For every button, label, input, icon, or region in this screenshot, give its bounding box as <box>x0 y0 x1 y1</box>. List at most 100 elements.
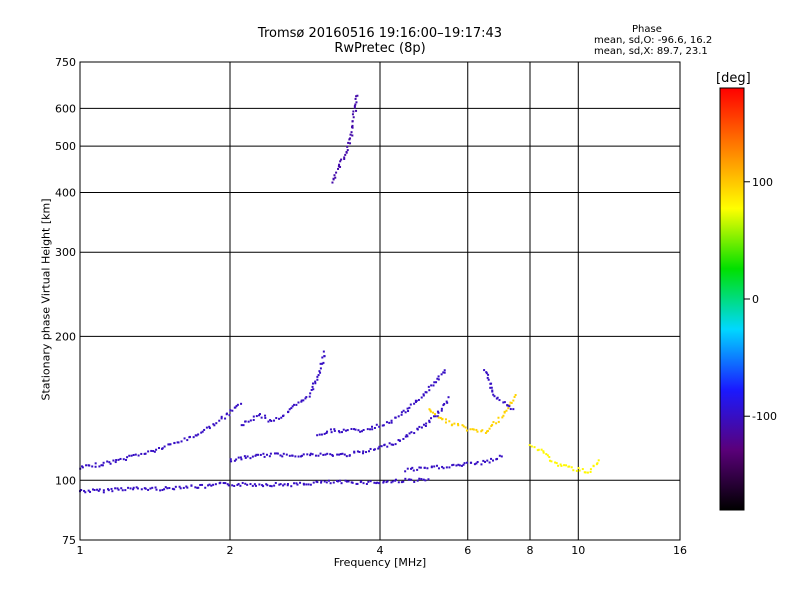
echo-point <box>326 452 329 455</box>
echo-point <box>258 414 261 417</box>
echo-point <box>80 489 83 492</box>
colorbar-tick-label: 0 <box>752 293 759 306</box>
echo-point <box>410 467 413 470</box>
echo-point <box>365 451 368 454</box>
echo-point <box>130 454 133 457</box>
echo-point <box>346 429 349 432</box>
echo-point <box>291 405 294 408</box>
echo-point <box>269 419 272 422</box>
echo-point <box>208 483 211 486</box>
echo-point <box>410 478 413 481</box>
echo-point <box>322 350 325 353</box>
echo-point <box>85 464 88 467</box>
echo-point <box>212 483 215 486</box>
echo-point <box>280 416 283 419</box>
echo-point <box>416 428 419 431</box>
y-tick-label: 600 <box>55 102 76 115</box>
echo-point <box>443 371 446 374</box>
echo-point <box>559 463 562 466</box>
echo-point <box>102 491 105 494</box>
echo-point <box>333 174 336 177</box>
echo-point <box>506 404 509 407</box>
echo-point <box>282 484 285 487</box>
echo-point <box>386 480 389 483</box>
echo-point <box>427 385 430 388</box>
echo-point <box>319 362 322 365</box>
echo-point <box>469 428 472 431</box>
echo-point <box>255 415 258 418</box>
echo-point <box>512 399 515 402</box>
echo-point <box>318 370 321 373</box>
echo-point <box>233 459 236 462</box>
echo-point <box>418 425 421 428</box>
echo-point <box>306 453 309 456</box>
echo-point <box>485 372 488 375</box>
echo-point <box>163 488 166 491</box>
echo-point <box>316 375 319 378</box>
echo-point <box>394 479 397 482</box>
echo-point <box>365 482 368 485</box>
echo-point <box>425 422 428 425</box>
echo-point <box>491 389 494 392</box>
echo-point <box>577 467 580 470</box>
echo-point <box>408 432 411 435</box>
echo-point <box>154 486 157 489</box>
echo-point <box>324 453 327 456</box>
echo-point <box>340 482 343 485</box>
echo-point <box>251 455 254 458</box>
echo-point <box>304 397 307 400</box>
echo-point <box>496 457 499 460</box>
echo-point <box>261 484 264 487</box>
echo-point <box>390 481 393 484</box>
echo-point <box>390 421 393 424</box>
echo-point <box>376 481 379 484</box>
echo-point <box>340 158 343 161</box>
echo-point <box>337 165 340 168</box>
echo-point <box>144 452 147 455</box>
echo-point <box>480 463 483 466</box>
echo-point <box>336 453 339 456</box>
echo-point <box>572 469 575 472</box>
echo-point <box>584 471 587 474</box>
echo-point <box>267 420 270 423</box>
echo-point <box>456 422 459 425</box>
echo-point <box>244 482 247 485</box>
echo-point <box>278 483 281 486</box>
echo-point <box>447 396 450 399</box>
echo-point <box>422 394 425 397</box>
echo-point <box>345 455 348 458</box>
echo-point <box>134 453 137 456</box>
echo-point <box>490 425 493 428</box>
echo-point <box>322 453 325 456</box>
echo-point <box>278 417 281 420</box>
echo-point <box>316 378 319 381</box>
echo-point <box>229 409 232 412</box>
echo-point <box>462 463 465 466</box>
echo-point <box>370 425 373 428</box>
echo-point <box>299 455 302 458</box>
echo-point <box>282 452 285 455</box>
echo-point <box>418 477 421 480</box>
echo-point <box>173 441 176 444</box>
echo-point <box>302 399 305 402</box>
echo-point <box>326 430 329 433</box>
echo-point <box>264 416 267 419</box>
echo-point <box>331 181 334 184</box>
echo-point <box>453 422 456 425</box>
echo-point <box>247 420 250 423</box>
echo-point <box>362 429 365 432</box>
echo-point <box>122 458 125 461</box>
echo-point <box>510 402 513 405</box>
echo-point <box>309 454 312 457</box>
echo-point <box>346 145 349 148</box>
echo-point <box>319 371 322 374</box>
echo-point <box>114 487 117 490</box>
echo-point <box>239 484 242 487</box>
echo-point <box>373 448 376 451</box>
echo-point <box>332 481 335 484</box>
echo-point <box>455 464 458 467</box>
echo-point <box>135 486 138 489</box>
echo-point <box>563 464 566 467</box>
echo-point <box>360 480 363 483</box>
echo-point <box>581 468 584 471</box>
